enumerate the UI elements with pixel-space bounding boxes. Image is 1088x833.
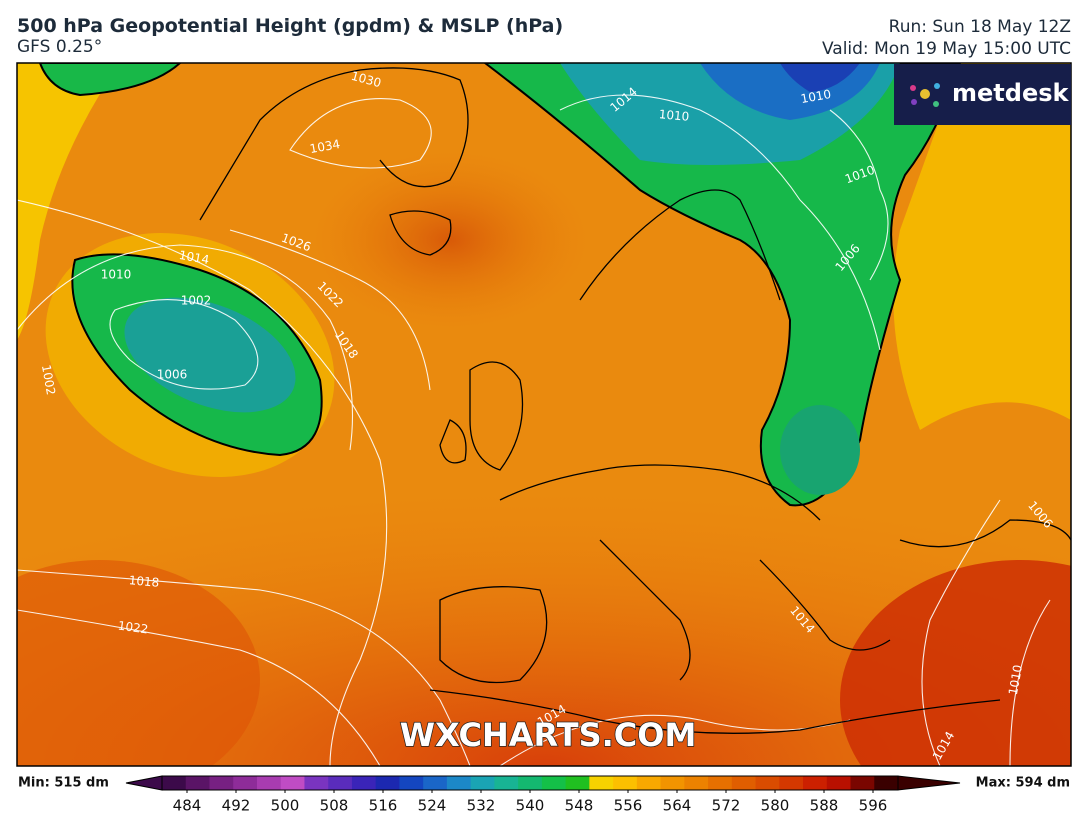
colorbar-swatch [755,776,780,790]
min-label: Min: 515 dm [18,776,109,791]
colorbar-swatch [233,776,258,790]
colorbar-tick-label: 540 [516,797,545,815]
isobar-label: 1010 [800,87,833,106]
colorbar-swatch [162,776,187,790]
colorbar-swatch [470,776,495,790]
isobar-label: 1002 [181,294,212,308]
watermark: WXCHARTS.COM [400,716,697,754]
colorbar-tick-label: 516 [369,797,398,815]
colorbar-swatch [779,776,804,790]
colorbar-tick-label: 580 [761,797,790,815]
colorbar-low-arrow [125,775,163,791]
colorbar-swatch [589,776,614,790]
max-label: Max: 594 dm [976,776,1070,791]
colorbar-swatch [256,776,282,790]
colorbar-swatch [446,776,472,790]
isobar-label: 1010 [1006,664,1025,697]
colorbar-swatch [351,776,377,790]
colorbar-tick-label: 548 [565,797,594,815]
colorbar-tick-label: 572 [712,797,741,815]
run-label: Run: Sun 18 May 12Z [889,17,1071,37]
isobar-label: 1002 [39,364,58,397]
colorbar-swatch [375,776,400,790]
colorbar-swatch [541,776,567,790]
colorbar-swatch [731,776,757,790]
colorbar-tick-label: 564 [663,797,692,815]
isobar-label: 1034 [309,137,342,156]
colorbar-swatch [185,776,210,790]
colorbar-swatch [423,776,448,790]
isobar-label: 1010 [658,107,690,124]
colorbar-high-arrow [897,775,961,791]
colorbar-swatch [565,776,590,790]
isobar-label: 1010 [101,268,132,282]
colorbar-swatch [280,776,305,790]
colorbar-tick-label: 524 [418,797,447,815]
colorbar-swatch [613,776,638,790]
map-title: 500 hPa Geopotential Height (gpdm) & MSL… [17,15,563,37]
map-frame [16,62,1072,767]
colorbar-swatch [209,776,234,790]
isobar-label: 1022 [117,618,149,636]
colorbar-tick-label: 508 [320,797,349,815]
valid-label: Valid: Mon 19 May 15:00 UTC [822,39,1071,59]
colorbar-swatch [684,776,709,790]
colorbar-swatch [328,776,353,790]
colorbar-swatch [850,776,875,790]
colorbar-tick-label: 500 [271,797,300,815]
colorbar-swatch [803,776,828,790]
colorbar-tick-label: 484 [173,797,202,815]
colorbar: 484 492 500 508 516 524 532 540 548 556 564 572 580 5… [125,775,961,815]
colorbar-swatch [708,776,733,790]
colorbar-swatch [494,776,519,790]
colorbar-tick-label: 588 [810,797,839,815]
colorbar-swatch [399,776,424,790]
model-label: GFS 0.25° [17,37,102,57]
map-field [17,63,1071,766]
colorbar-tick-label: 596 [859,797,888,815]
isobar-label: 1018 [128,573,160,590]
logo-icon [910,83,940,107]
colorbar-swatch [636,776,662,790]
colorbar-swatch [660,776,685,790]
colorbar-tick-label: 532 [467,797,496,815]
logo-text: metdesk [952,79,1070,107]
colorbar-swatch [304,776,329,790]
colorbar-swatch [518,776,543,790]
colorbar-tick-label: 492 [222,797,251,815]
colorbar-tick-label: 556 [614,797,643,815]
isobar-label: 1014 [178,248,211,267]
isobar-label: 1006 [157,368,188,382]
colorbar-swatch [826,776,852,790]
colorbar-swatch [874,776,899,790]
